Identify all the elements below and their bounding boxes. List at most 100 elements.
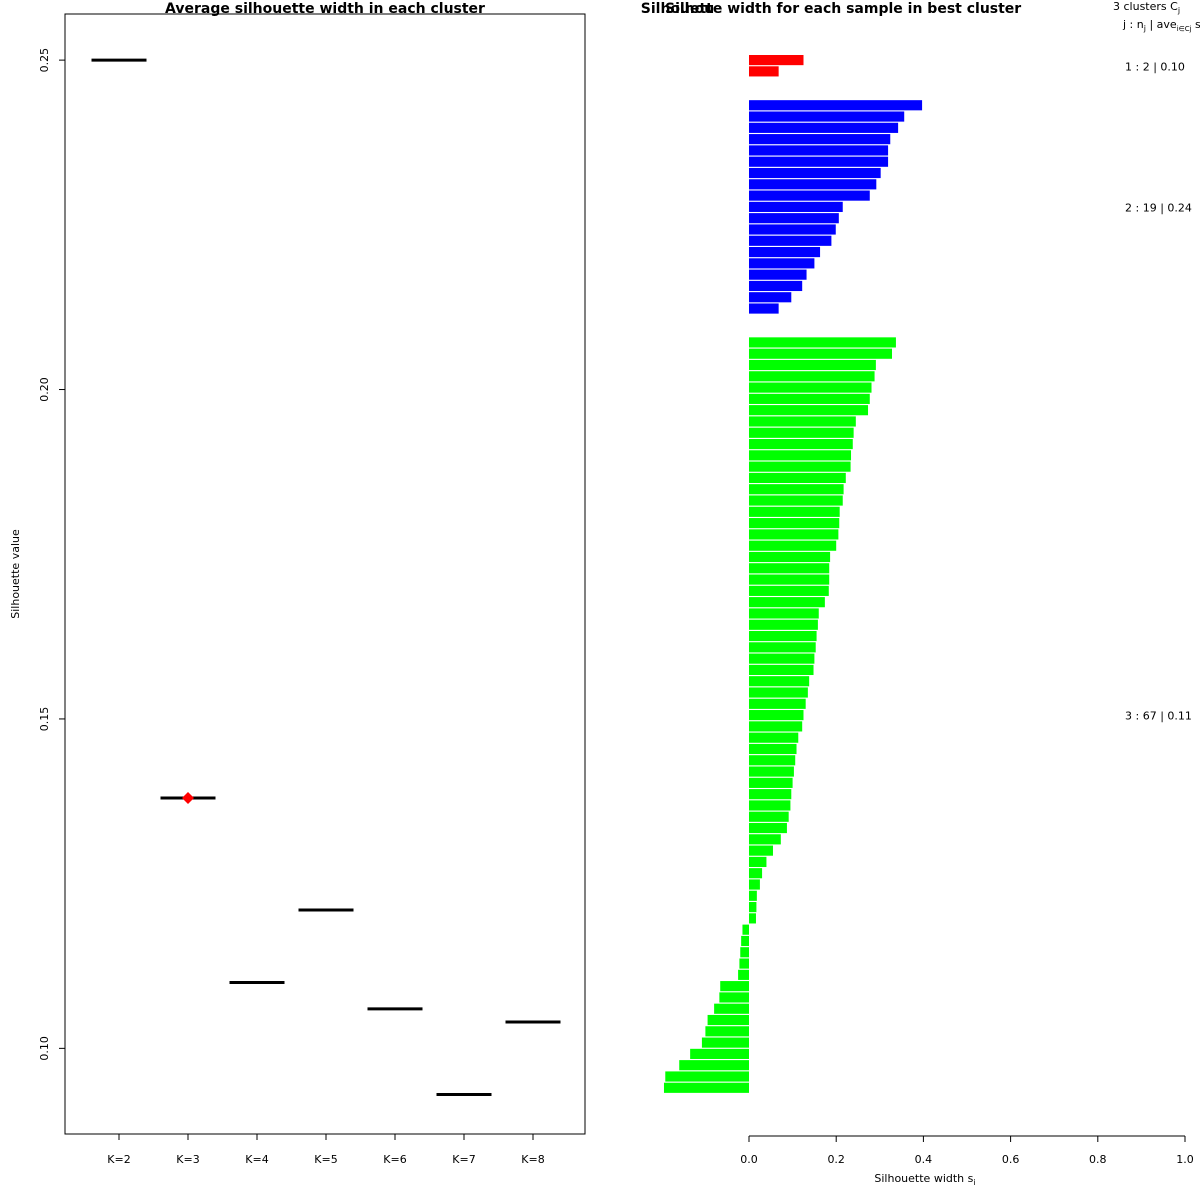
silhouette-header-line2-sub1: j bbox=[1143, 24, 1146, 33]
right-chart-title: Silhouette width for each sample in best… bbox=[641, 1, 1022, 17]
silhouette-bar bbox=[749, 472, 846, 484]
silhouette-bar bbox=[738, 969, 749, 980]
silhouette-bar bbox=[749, 597, 825, 608]
silhouette-bar bbox=[749, 348, 893, 359]
silhouette-bar bbox=[749, 698, 806, 709]
silhouette-bar bbox=[749, 845, 773, 856]
silhouette-bar bbox=[749, 574, 830, 585]
silhouette-bar bbox=[749, 258, 815, 269]
silhouette-bar bbox=[749, 766, 794, 777]
right-x-tick-label: 0.6 bbox=[1002, 1153, 1020, 1166]
silhouette-bar bbox=[749, 563, 830, 574]
silhouette-bar bbox=[707, 1014, 749, 1026]
silhouette-bar bbox=[749, 585, 829, 596]
silhouette-bar bbox=[749, 619, 818, 630]
silhouette-bar bbox=[749, 789, 792, 800]
silhouette-bars bbox=[663, 55, 923, 1093]
silhouette-bar bbox=[749, 495, 843, 506]
right-x-tick-label: 0.0 bbox=[740, 1153, 758, 1166]
left-y-tick-label: 0.25 bbox=[38, 48, 51, 73]
silhouette-bar bbox=[749, 890, 757, 901]
silhouette-header-line1-sub: j bbox=[1177, 6, 1180, 15]
right-x-axis: 0.0 0.2 0.4 0.6 0.8 1.0 bbox=[740, 1135, 1194, 1166]
silhouette-bar bbox=[665, 1071, 749, 1082]
silhouette-header-line2-b: | ave bbox=[1146, 18, 1177, 31]
left-y-tick-label: 0.10 bbox=[38, 1036, 51, 1061]
silhouette-bar bbox=[749, 687, 808, 698]
silhouette-bar bbox=[749, 111, 905, 122]
silhouette-bar bbox=[749, 213, 839, 224]
right-x-tick-label: 1.0 bbox=[1176, 1153, 1194, 1166]
left-y-tick-label: 0.15 bbox=[38, 707, 51, 732]
silhouette-header-line2-sub2: i∈Cj bbox=[1177, 25, 1192, 33]
silhouette-bar bbox=[714, 1003, 749, 1014]
silhouette-bar bbox=[749, 303, 779, 314]
silhouette-bar bbox=[749, 642, 816, 653]
silhouette-bar bbox=[749, 461, 851, 472]
silhouette-bar bbox=[749, 653, 815, 664]
cluster-label: 3 : 67 | 0.11 bbox=[1125, 710, 1192, 723]
silhouette-bar bbox=[749, 438, 853, 450]
left-plot-frame bbox=[64, 13, 586, 1135]
left-chart-title: Average silhouette width in each cluster bbox=[165, 1, 485, 17]
silhouette-bar bbox=[749, 246, 821, 258]
silhouette-bar bbox=[749, 834, 781, 845]
silhouette-bar bbox=[749, 280, 803, 292]
right-x-tick-label: 0.8 bbox=[1089, 1153, 1107, 1166]
silhouette-bar bbox=[690, 1048, 749, 1059]
right-chart-title-overlap: Silhou bbox=[665, 1, 714, 17]
silhouette-bar bbox=[749, 190, 870, 201]
left-x-tick-label: K=5 bbox=[314, 1153, 337, 1166]
silhouette-header-line2: j : nj | avei∈Cj s bbox=[1122, 18, 1200, 33]
silhouette-bar bbox=[749, 292, 792, 303]
silhouette-bar bbox=[749, 450, 852, 461]
silhouette-bar bbox=[739, 958, 749, 969]
right-x-tick-label: 0.2 bbox=[827, 1153, 845, 1166]
silhouette-bar bbox=[749, 167, 881, 179]
silhouette-bar bbox=[749, 518, 840, 529]
left-y-axis: 0.10 0.15 0.20 0.25 bbox=[38, 48, 65, 1061]
silhouette-bar bbox=[749, 540, 837, 551]
silhouette-bar bbox=[749, 427, 854, 438]
silhouette-bar bbox=[749, 55, 804, 66]
left-x-tick-label: K=2 bbox=[107, 1153, 130, 1166]
silhouette-bar bbox=[749, 856, 767, 868]
cluster-label: 2 : 19 | 0.24 bbox=[1125, 201, 1192, 214]
silhouette-header-line2-c: s bbox=[1192, 18, 1200, 31]
silhouette-bar bbox=[749, 879, 760, 890]
silhouette-bar bbox=[749, 371, 875, 382]
silhouette-header-line1: 3 clusters Cj bbox=[1113, 0, 1180, 15]
silhouette-bar bbox=[749, 608, 819, 619]
silhouette-bar bbox=[719, 992, 749, 1003]
silhouette-bar bbox=[749, 777, 793, 788]
silhouette-bar bbox=[701, 1037, 749, 1048]
silhouette-bar bbox=[749, 506, 840, 517]
right-x-axis-label-text: Silhouette width s bbox=[874, 1172, 973, 1185]
silhouette-bar bbox=[740, 947, 749, 958]
silhouette-bar bbox=[749, 732, 799, 743]
silhouette-bar bbox=[749, 743, 797, 755]
silhouette-header-line1-text: 3 clusters C bbox=[1113, 0, 1178, 13]
silhouette-bar bbox=[749, 630, 817, 642]
right-panel: Silhouette width for each sample in best… bbox=[641, 0, 1200, 1187]
silhouette-bar bbox=[749, 551, 831, 563]
silhouette-bar bbox=[749, 179, 877, 190]
left-x-tick-label: K=8 bbox=[521, 1153, 544, 1166]
silhouette-bar bbox=[749, 529, 839, 540]
silhouette-header-line2-a: j : n bbox=[1122, 18, 1144, 31]
silhouette-bar bbox=[749, 822, 787, 834]
silhouette-bar bbox=[749, 337, 896, 348]
silhouette-bar bbox=[749, 134, 891, 145]
silhouette-bar bbox=[749, 100, 923, 111]
silhouette-bar bbox=[749, 676, 810, 687]
right-x-axis-label-sub: i bbox=[973, 1178, 975, 1187]
right-x-tick-label: 0.4 bbox=[915, 1153, 933, 1166]
silhouette-bar bbox=[749, 755, 796, 766]
silhouette-bar bbox=[749, 224, 836, 235]
silhouette-bar bbox=[741, 935, 749, 947]
silhouette-bar bbox=[663, 1082, 749, 1093]
silhouette-bar bbox=[749, 811, 789, 822]
silhouette-bar bbox=[749, 201, 843, 212]
left-panel: Average silhouette width in each cluster… bbox=[9, 1, 586, 1166]
